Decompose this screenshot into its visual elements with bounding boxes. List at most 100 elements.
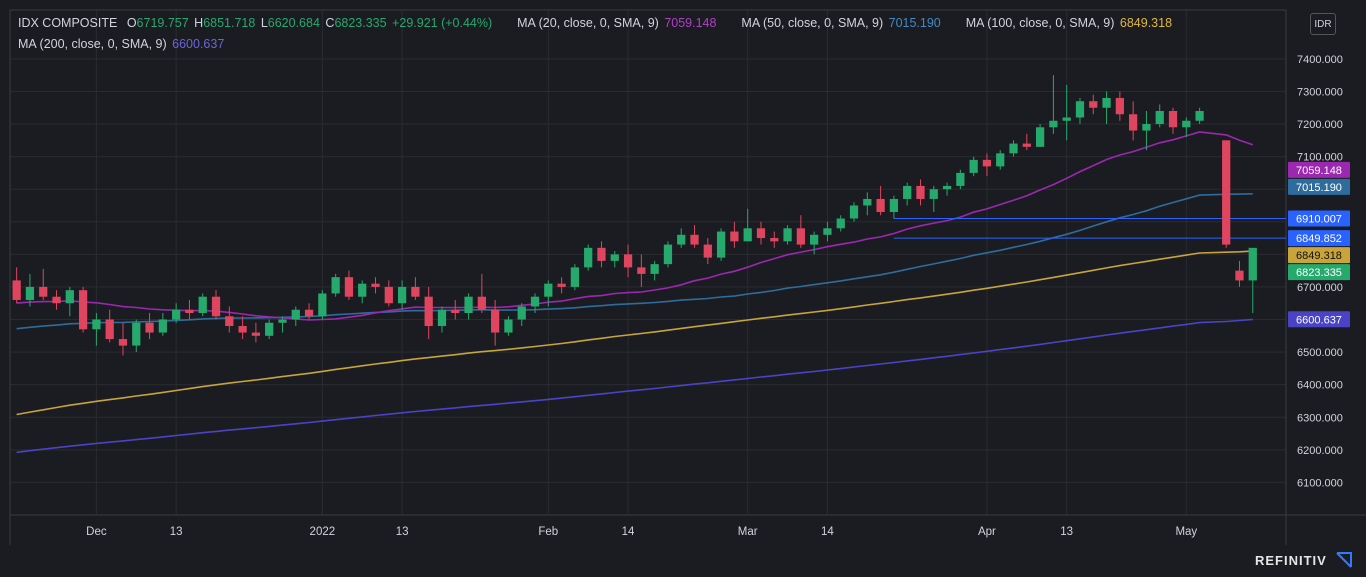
- price-axis-label-bg: [1288, 311, 1350, 328]
- candle-body: [477, 296, 486, 310]
- price-axis-label-text: 7059.148: [1296, 165, 1342, 177]
- candle-body: [956, 172, 965, 186]
- candle-body: [437, 309, 447, 327]
- legend-high-label: H: [194, 16, 204, 30]
- candle-body: [39, 286, 48, 297]
- candle-body: [424, 296, 433, 327]
- candle-body: [1062, 117, 1071, 121]
- candle-body: [1168, 111, 1178, 128]
- price-axis-label-bg: [1288, 210, 1350, 227]
- candle-body: [304, 309, 314, 317]
- candle-body: [491, 309, 500, 333]
- y-tick-label: 6100.000: [1297, 477, 1343, 489]
- legend-ma200-value: 6600.637: [172, 37, 225, 51]
- y-tick-label: 6500.000: [1297, 347, 1343, 359]
- candle-body: [1155, 111, 1164, 125]
- legend-open-label: O: [126, 16, 137, 30]
- candle-body: [12, 280, 21, 300]
- candle-body: [1049, 120, 1058, 128]
- candle-body: [198, 296, 207, 313]
- candle-body: [690, 234, 699, 245]
- ma100-line: [16, 250, 1253, 416]
- candle-body: [278, 319, 287, 323]
- candle-body: [238, 326, 247, 333]
- candle-body: [623, 254, 633, 268]
- currency-badge[interactable]: IDR: [1310, 13, 1336, 35]
- candle-body: [544, 283, 553, 297]
- price-axis-label: 7059.148: [1288, 161, 1350, 178]
- candle-body: [1182, 120, 1191, 128]
- price-axis-label-bg: [1288, 161, 1350, 178]
- candle-body: [172, 309, 181, 320]
- candle-body: [371, 283, 380, 287]
- candle-body: [637, 267, 646, 274]
- candle-body: [158, 319, 167, 333]
- candle-body: [105, 319, 114, 340]
- legend-open-value: 6719.757: [136, 16, 189, 30]
- candle-body: [849, 205, 859, 219]
- price-axis-label-bg: [1288, 264, 1350, 281]
- candle-body: [1075, 101, 1085, 118]
- y-tick-label: 6300.000: [1297, 412, 1343, 424]
- x-tick-label: Feb: [538, 526, 558, 538]
- x-tick-label: 14: [622, 526, 635, 538]
- candle-body: [291, 309, 300, 320]
- candle-body: [1009, 143, 1018, 154]
- candle-body: [25, 286, 35, 300]
- x-tick-label: 13: [170, 526, 183, 538]
- x-tick-label: Dec: [86, 526, 107, 538]
- candle-body: [331, 277, 340, 294]
- legend-ma50-value: 7015.190: [888, 16, 941, 30]
- candle-body: [504, 319, 513, 333]
- legend-close-value: 6823.335: [334, 16, 387, 30]
- candle-body: [517, 306, 526, 320]
- y-tick-label: 6200.000: [1297, 445, 1343, 457]
- candle-body: [225, 316, 234, 327]
- brand-wordmark: REFINITIV: [1255, 553, 1327, 568]
- price-axis-label-text: 7015.190: [1296, 182, 1342, 194]
- price-axis-label-bg: [1288, 178, 1350, 195]
- candle-body: [65, 290, 74, 304]
- candle-body: [570, 267, 580, 287]
- candle-body: [663, 244, 673, 265]
- candle-body: [530, 296, 540, 307]
- ma20-line: [16, 131, 1254, 321]
- candle-body: [1195, 111, 1204, 121]
- y-tick-label: 7300.000: [1297, 86, 1343, 98]
- candle-body: [889, 198, 899, 212]
- candle-body: [1222, 140, 1231, 245]
- candle-body: [1089, 101, 1098, 108]
- candle-body: [211, 296, 221, 317]
- candle-body: [1248, 247, 1257, 281]
- candle-body: [344, 277, 354, 297]
- candle-body: [1102, 97, 1111, 108]
- candle-body: [1129, 114, 1138, 131]
- candle-body: [384, 286, 393, 304]
- legend-symbol: IDX COMPOSITE: [18, 16, 118, 30]
- x-tick-label: May: [1175, 526, 1197, 538]
- candle-body: [411, 286, 420, 297]
- y-tick-label: 6700.000: [1297, 282, 1343, 294]
- legend-ma100-label: MA (100, close, 0, SMA, 9): [965, 16, 1115, 30]
- legend-row-1: IDX COMPOSITE O6719.757 H6851.718 L6620.…: [18, 16, 1174, 30]
- price-axis-label-bg: [1288, 247, 1350, 264]
- price-axis-label: 6849.852: [1288, 230, 1350, 247]
- price-axis-label-text: 6910.007: [1296, 214, 1342, 226]
- candle-body: [996, 153, 1005, 167]
- legend-ma20-label: MA (20, close, 0, SMA, 9): [517, 16, 659, 30]
- y-tick-label: 7100.000: [1297, 152, 1343, 164]
- legend-row-2: MA (200, close, 0, SMA, 9) 6600.637: [18, 37, 226, 51]
- candle-body: [185, 309, 194, 313]
- candle-body: [118, 339, 128, 346]
- price-axis-label: 6849.318: [1288, 247, 1350, 264]
- legend-high-value: 6851.718: [203, 16, 256, 30]
- candle-body: [145, 322, 154, 333]
- candle-body: [610, 254, 619, 261]
- y-tick-label: 6400.000: [1297, 380, 1343, 392]
- legend-low-label: L: [260, 16, 268, 30]
- price-axis-label-text: 6849.852: [1296, 233, 1342, 245]
- candle-body: [251, 332, 261, 336]
